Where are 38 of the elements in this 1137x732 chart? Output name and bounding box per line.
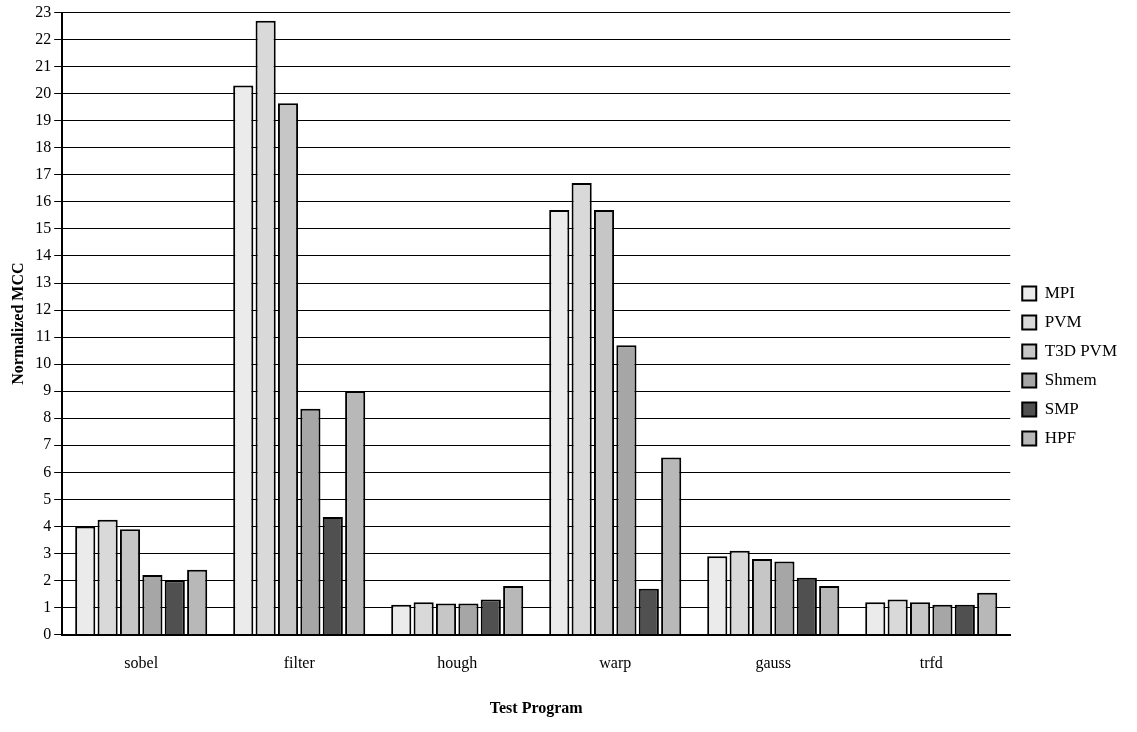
y-tick-label: 13: [35, 273, 52, 291]
y-tick-label: 19: [35, 110, 52, 128]
y-tick-label: 6: [43, 462, 52, 480]
y-tick-label: 5: [43, 489, 52, 507]
y-tick-label: 18: [35, 138, 52, 156]
y-tick-label: 3: [43, 543, 52, 561]
y-tick-label: 20: [35, 83, 52, 101]
x-tick-label: gauss: [755, 654, 792, 673]
y-tick-label: 8: [43, 408, 52, 426]
y-tick-label: 22: [35, 29, 52, 47]
legend-label: MPI: [1044, 282, 1076, 302]
x-tick-label: hough: [437, 654, 478, 673]
y-tick-label: 23: [35, 2, 52, 20]
y-tick-label: 17: [35, 165, 52, 183]
legend-label: PVM: [1044, 311, 1082, 331]
legend-label: SMP: [1044, 398, 1079, 418]
x-tick-label: trfd: [919, 654, 943, 672]
y-axis-title: Normalized MCC: [8, 262, 26, 385]
legend-label: HPF: [1044, 427, 1076, 447]
y-tick-label: 4: [43, 516, 52, 534]
legend-label: Shmem: [1044, 369, 1097, 389]
x-tick-label: filter: [283, 654, 316, 672]
x-axis-title: Test Program: [489, 698, 584, 717]
legend-label: T3D PVM: [1044, 340, 1118, 360]
y-tick-label: 16: [35, 192, 52, 210]
y-tick-label: 10: [35, 354, 52, 372]
y-tick-label: 9: [43, 381, 52, 399]
y-tick-label: 21: [35, 56, 52, 74]
x-tick-label: sobel: [124, 654, 159, 672]
y-tick-label: 0: [43, 624, 52, 642]
y-tick-label: 2: [43, 570, 52, 588]
x-tick-label: warp: [599, 654, 632, 673]
y-tick-label: 14: [35, 246, 52, 264]
y-tick-label: 12: [35, 300, 52, 318]
y-tick-label: 7: [43, 435, 52, 453]
y-tick-label: 15: [35, 219, 52, 237]
y-tick-label: 11: [35, 327, 52, 345]
y-tick-label: 1: [43, 597, 52, 615]
